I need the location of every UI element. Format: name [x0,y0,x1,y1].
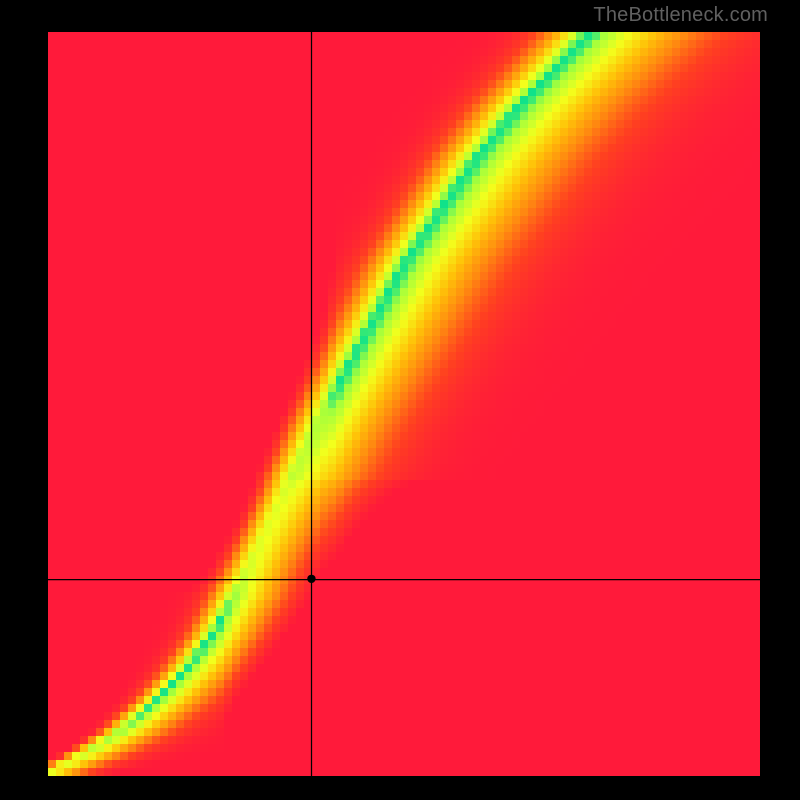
bottleneck-heatmap [48,32,760,776]
source-watermark: TheBottleneck.com [593,4,768,27]
